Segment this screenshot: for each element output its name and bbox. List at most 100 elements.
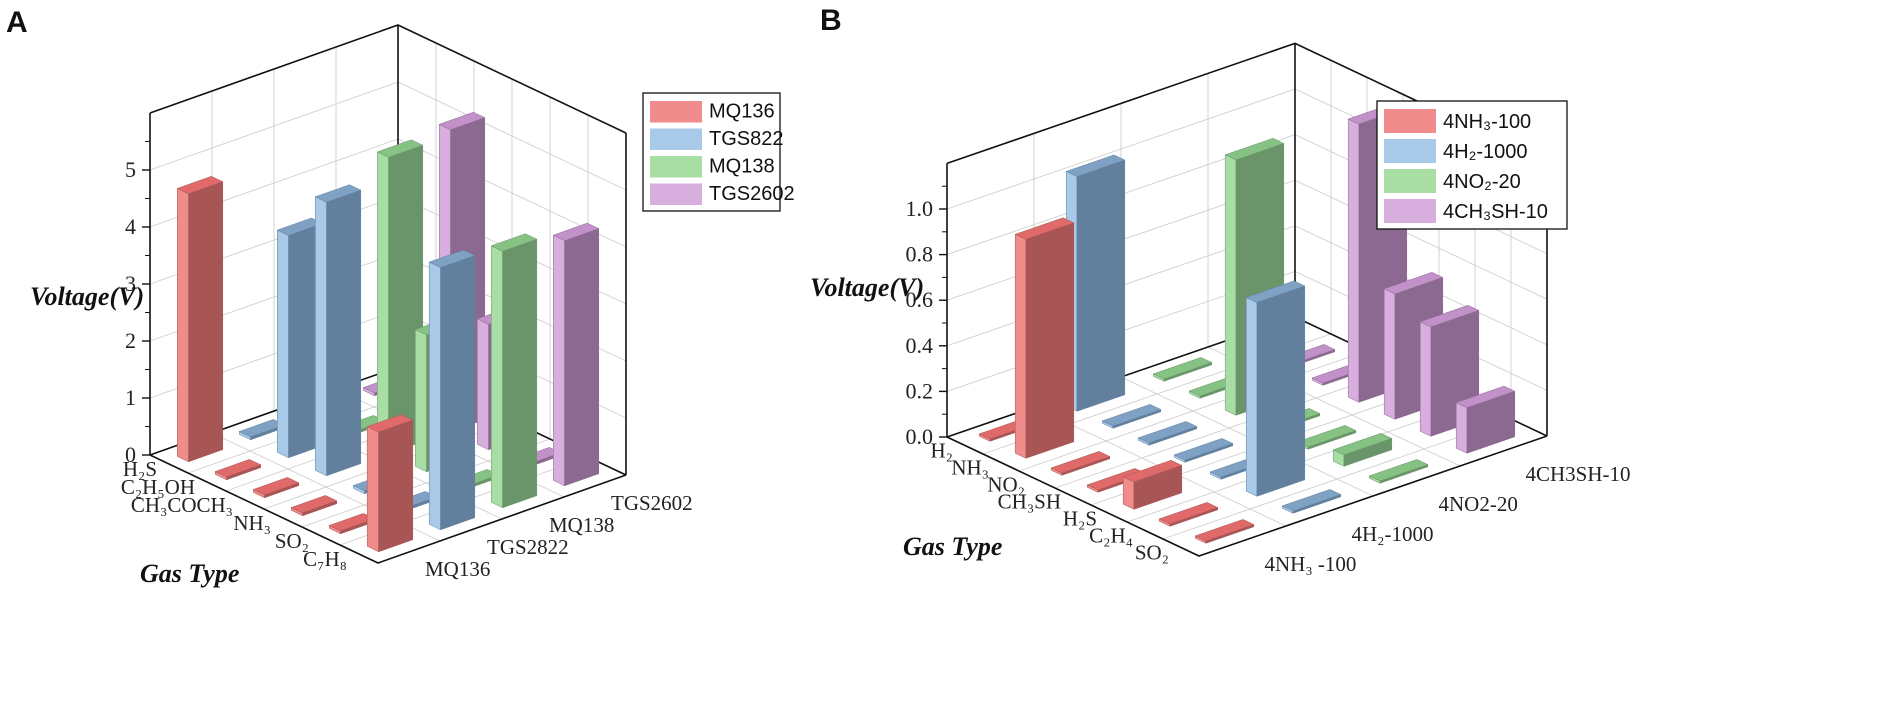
z-tick-label: 2 xyxy=(125,328,136,353)
bar-red xyxy=(1014,217,1075,459)
z-tick-label: 0.4 xyxy=(906,333,934,358)
bar-red xyxy=(1194,519,1255,544)
bar-side-face xyxy=(502,238,538,509)
y-category-label: SO₂ xyxy=(1135,541,1169,565)
bar-top-face xyxy=(1332,433,1393,456)
bar-top-face xyxy=(1224,138,1285,161)
y-category-label: C₂H₄ xyxy=(1089,524,1133,548)
bar-green xyxy=(1152,357,1213,382)
z-tick-label: 0 xyxy=(125,442,136,467)
bar-front-face xyxy=(1224,154,1237,416)
bar-front-face xyxy=(1347,118,1360,403)
z-tick-label: 1 xyxy=(125,385,136,410)
y-gridline-floor xyxy=(1162,418,1512,540)
legend-swatch xyxy=(1384,139,1436,163)
legend-label: MQ138 xyxy=(709,156,775,178)
z-axis-title: Voltage(V) xyxy=(810,273,924,302)
bar-side-face xyxy=(1025,222,1075,459)
bar-front-face xyxy=(177,188,189,463)
bar-blue xyxy=(1137,421,1198,446)
bar-blue xyxy=(314,184,362,477)
legend-label: 4CH₃SH-10 xyxy=(1443,201,1548,223)
x-category-label: MQ138 xyxy=(549,513,614,537)
bar-side-face xyxy=(188,181,224,463)
legend-swatch xyxy=(1384,109,1436,133)
bars xyxy=(176,111,600,553)
legend: MQ136 TGS822 MQ138 TGS2602 xyxy=(642,92,795,212)
bar-front-face xyxy=(1245,297,1258,497)
bar-front-face xyxy=(553,234,565,487)
legend-swatch xyxy=(1384,199,1436,223)
panel-letter: A xyxy=(6,6,28,39)
bar-red xyxy=(252,477,300,499)
bar-front-face xyxy=(366,426,379,553)
legend-label: TGS2602 xyxy=(709,183,795,205)
z-axis-title: Voltage(V) xyxy=(30,282,144,311)
bar-top-face xyxy=(1050,451,1111,474)
bars xyxy=(978,102,1516,544)
z-tick-label: 5 xyxy=(125,157,136,182)
bar-green xyxy=(376,139,424,455)
bar-blue xyxy=(428,249,476,531)
bar-red xyxy=(1122,460,1183,510)
legend-label: 4NH₃-100 xyxy=(1443,111,1531,133)
bar-top-face xyxy=(1194,519,1255,542)
bar-red xyxy=(328,513,376,535)
x-category-label: 4NO2-20 xyxy=(1439,492,1518,516)
legend-swatch xyxy=(1384,169,1436,193)
z-tick-label: 0.2 xyxy=(906,378,934,403)
bar-side-face xyxy=(1256,285,1306,497)
bar-top-face xyxy=(1455,385,1516,408)
bar-blue xyxy=(1101,404,1162,429)
bar-red xyxy=(1050,451,1111,476)
y-category-label: CH₃COCH₃ xyxy=(131,493,233,517)
bar-top-face xyxy=(1281,489,1342,512)
bar-top-face xyxy=(1065,154,1126,177)
y-category-label: NO₂ xyxy=(987,473,1025,497)
bar-side-face xyxy=(326,189,362,477)
bar-top-face xyxy=(1152,357,1213,380)
y-category-label: H₂ xyxy=(931,439,954,463)
bar-top-face xyxy=(438,111,486,130)
z-tick-label: 4 xyxy=(125,214,136,239)
y-category-label: CH₃SH xyxy=(998,490,1061,514)
bar-top-face xyxy=(428,249,476,268)
y-category-label: C₇H₈ xyxy=(303,547,347,571)
y-axis-title: Gas Type xyxy=(140,559,239,588)
bar-blue xyxy=(1245,280,1306,497)
bar-front-face xyxy=(315,196,327,477)
bar-blue xyxy=(238,419,286,441)
bar-front-face xyxy=(491,245,503,509)
bar-top-face xyxy=(1173,438,1234,461)
bar-green xyxy=(490,233,538,509)
bar-top-face xyxy=(366,414,414,433)
y-gridline-floor xyxy=(1054,367,1404,489)
legend-swatch xyxy=(650,183,702,205)
y-category-label: SO₂ xyxy=(275,529,309,553)
bar-front-face xyxy=(1122,476,1135,510)
z-tick-label: 0.6 xyxy=(906,287,934,312)
bar-red xyxy=(214,459,262,481)
bar-front-face xyxy=(477,318,489,451)
bar-front-face xyxy=(1383,288,1396,420)
y-category-label: H₂S xyxy=(1063,507,1097,531)
bar-top-face xyxy=(1383,272,1444,295)
bar-top-face xyxy=(1137,421,1198,444)
bar-top-face xyxy=(214,459,262,478)
floor-front-edge xyxy=(149,454,627,564)
z-tick-label: 0.0 xyxy=(906,424,934,449)
bar-front-face xyxy=(1455,402,1468,454)
legend-swatch xyxy=(650,156,702,178)
bar-top-face xyxy=(1014,217,1075,240)
legend: 4NH₃-100 4H₂-1000 4NO₂-20 4CH₃SH-10 xyxy=(1376,100,1568,230)
bar-blue xyxy=(1281,489,1342,514)
bar-top-face xyxy=(252,477,300,496)
top-edge xyxy=(149,24,627,134)
bar-top-face xyxy=(1368,459,1429,482)
bar-side-face xyxy=(564,228,600,487)
z-tick-label: 3 xyxy=(125,271,136,296)
bar-top-face xyxy=(376,139,424,158)
